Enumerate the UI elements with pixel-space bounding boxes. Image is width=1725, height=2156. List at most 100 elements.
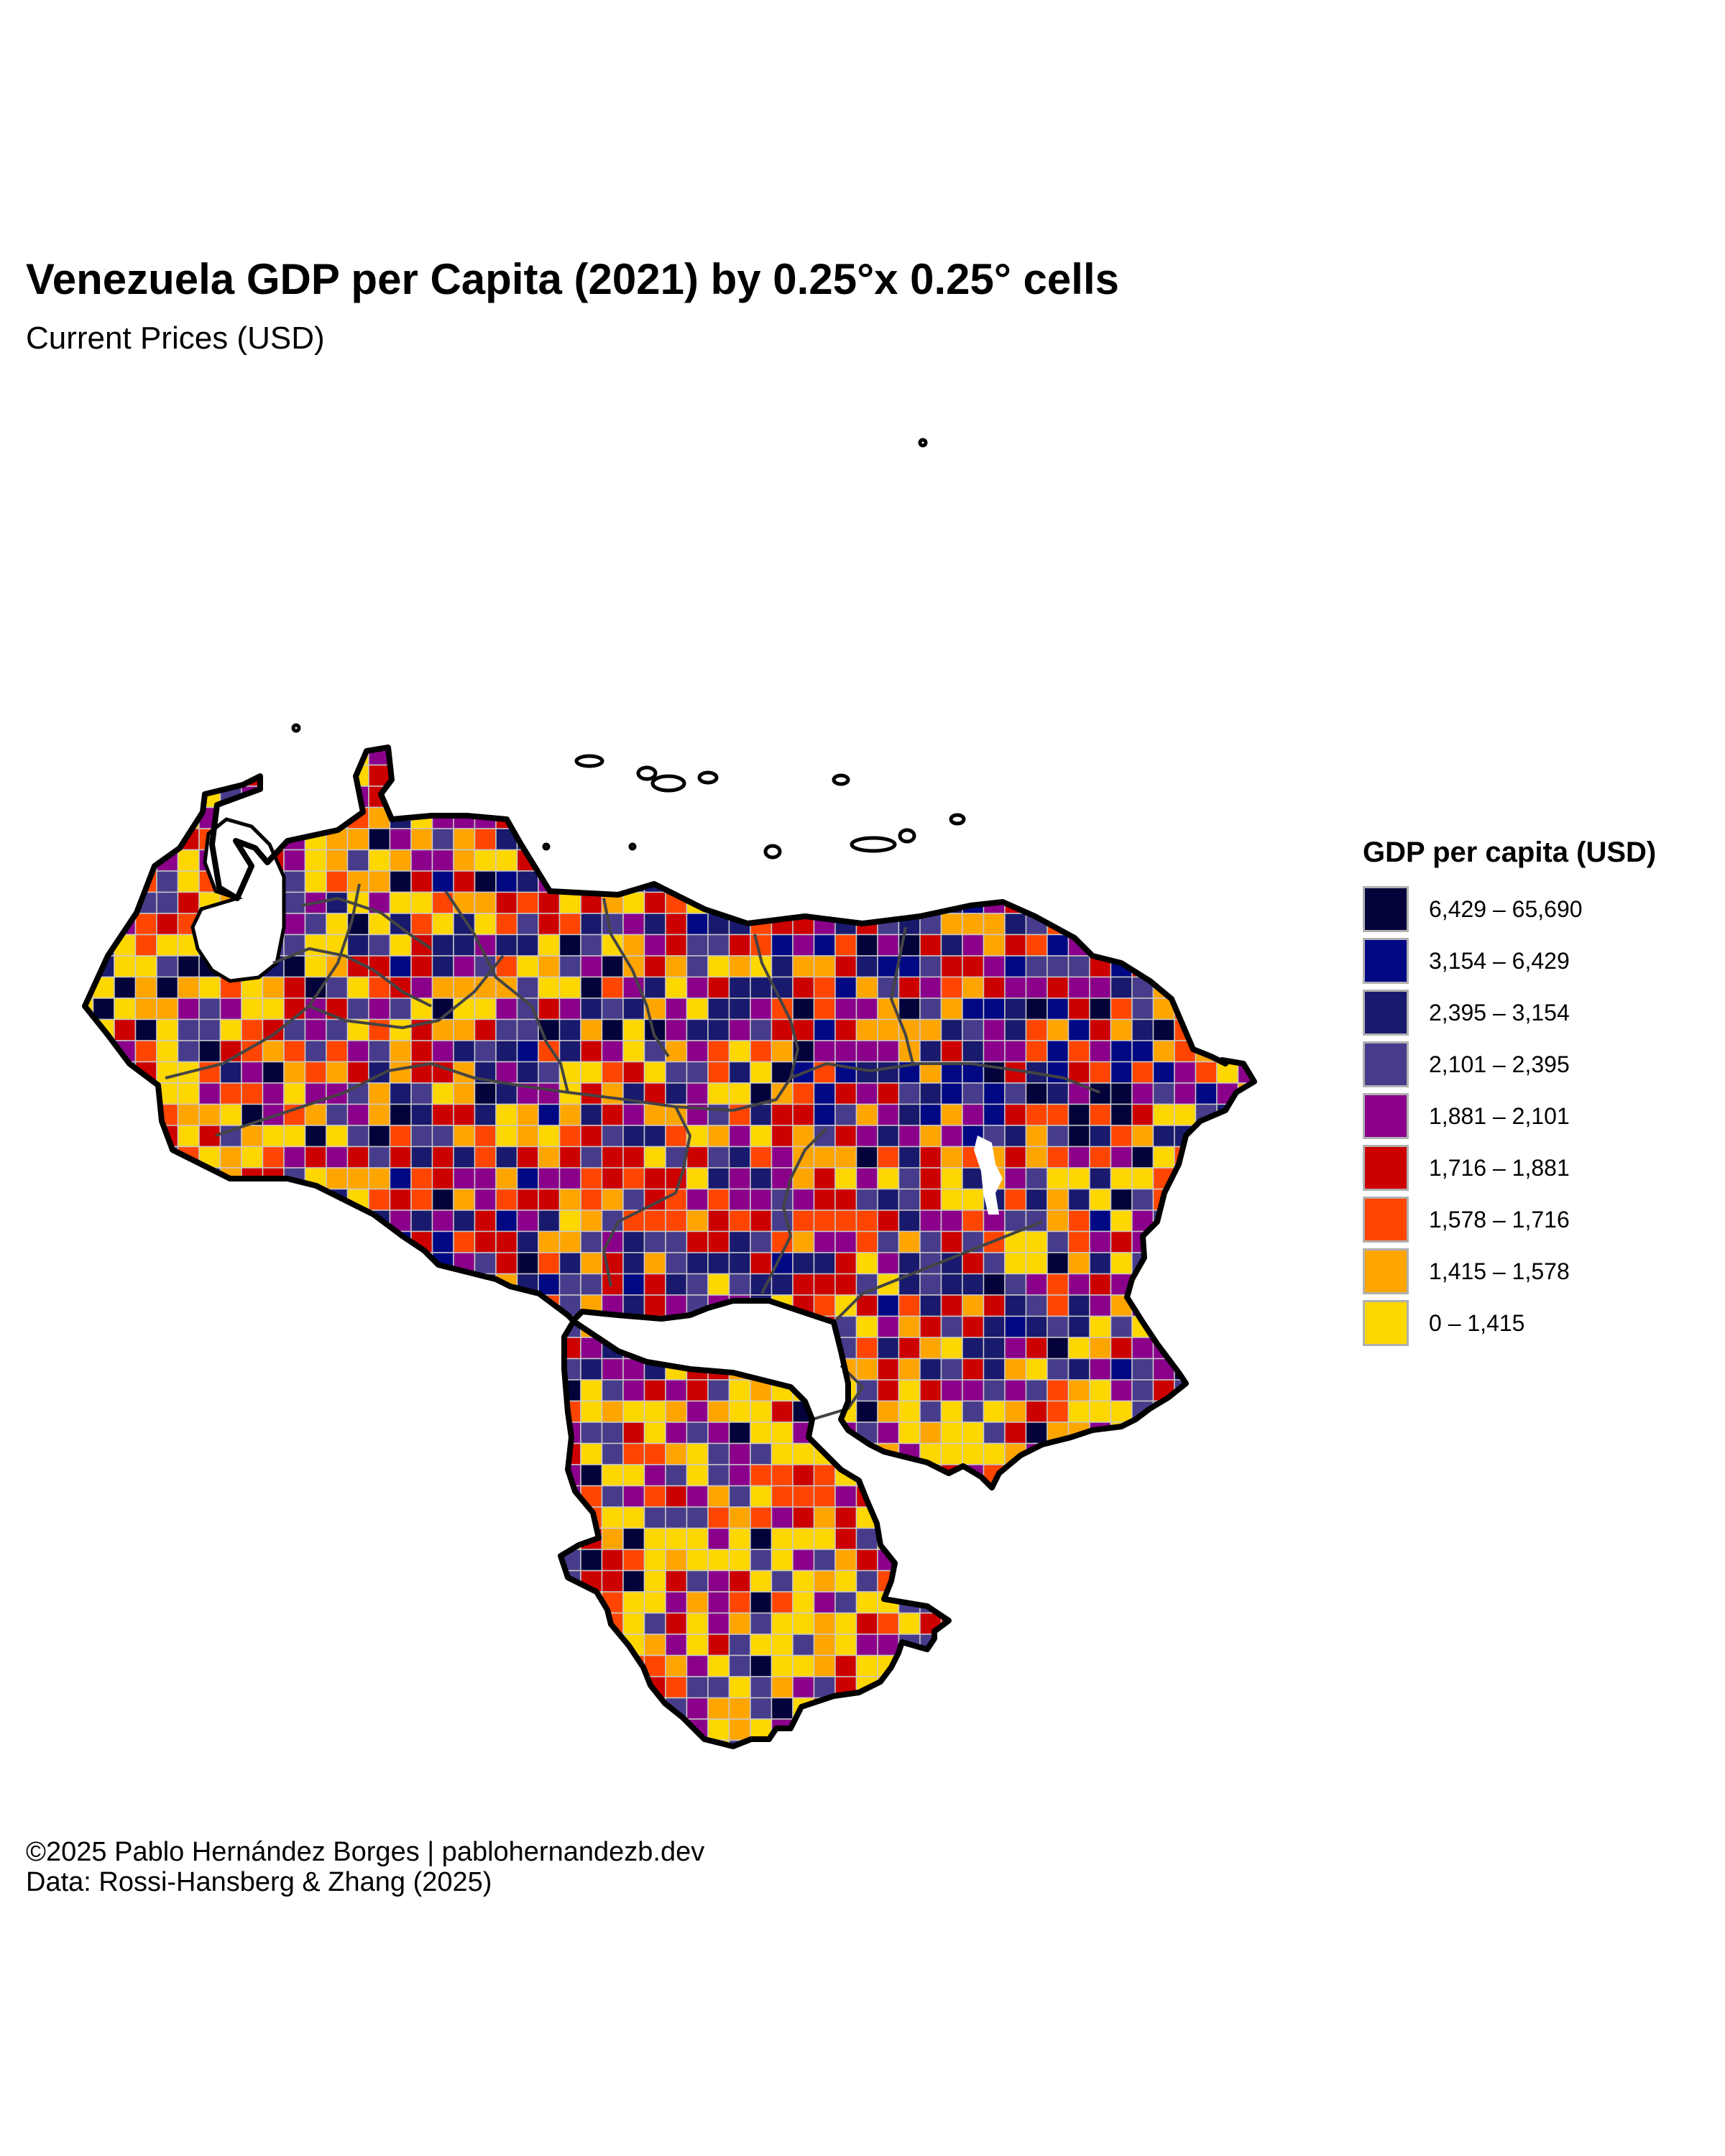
- grid-cell: [283, 1676, 306, 1699]
- grid-cell: [834, 1506, 857, 1529]
- grid-cell: [601, 1400, 624, 1423]
- grid-cell: [85, 1527, 94, 1550]
- grid-cell: [601, 1379, 624, 1402]
- grid-cell: [1237, 1252, 1254, 1275]
- grid-cell: [453, 1464, 476, 1487]
- grid-cell: [622, 1527, 645, 1550]
- grid-cell: [558, 1634, 581, 1657]
- grid-cell: [1216, 998, 1239, 1021]
- grid-cell: [304, 1315, 327, 1338]
- grid-cell: [474, 1230, 497, 1253]
- grid-cell: [898, 1485, 921, 1508]
- grid-cell: [622, 1061, 645, 1084]
- grid-cell: [198, 1188, 221, 1211]
- grid-cell: [262, 1337, 285, 1360]
- grid-cell: [474, 828, 497, 851]
- grid-cell: [1131, 1570, 1154, 1593]
- grid-cell: [431, 786, 454, 808]
- grid-cell: [792, 1591, 815, 1614]
- grid-cell: [834, 1634, 857, 1657]
- grid-cell: [304, 1549, 327, 1572]
- grid-cell: [177, 1358, 200, 1381]
- grid-cell: [1110, 849, 1133, 872]
- grid-cell: [134, 1654, 157, 1677]
- legend-item: 3,154 – 6,429: [1363, 935, 1656, 987]
- grid-cell: [919, 1570, 942, 1593]
- grid-cell: [1302, 765, 1323, 787]
- grid-cell: [1089, 1146, 1112, 1169]
- grid-cell: [85, 1570, 94, 1593]
- grid-cell: [177, 1570, 200, 1593]
- grid-cell: [156, 806, 179, 829]
- grid-cell: [770, 786, 794, 808]
- grid-cell: [453, 1549, 476, 1572]
- grid-cell: [1216, 976, 1239, 999]
- grid-cell: [919, 1379, 942, 1402]
- grid-cell: [665, 806, 688, 829]
- grid-cell: [728, 1549, 751, 1572]
- grid-cell: [1174, 806, 1197, 829]
- grid-cell: [538, 1146, 561, 1169]
- grid-cell: [453, 1634, 476, 1657]
- grid-cell: [962, 934, 985, 957]
- grid-cell: [962, 1634, 985, 1657]
- grid-cell: [770, 1400, 794, 1423]
- grid-cell: [474, 1040, 497, 1063]
- grid-cell: [156, 1612, 179, 1635]
- grid-cell: [1025, 1676, 1048, 1699]
- grid-cell: [770, 1506, 794, 1529]
- grid-cell: [389, 870, 412, 893]
- grid-cell: [877, 1400, 900, 1423]
- grid-cell: [1323, 1041, 1345, 1062]
- grid-cell: [1067, 1718, 1090, 1741]
- grid-cell: [770, 1612, 794, 1635]
- grid-cell: [580, 976, 603, 999]
- grid-cell: [665, 1379, 688, 1402]
- legend-label: 1,415 – 1,578: [1429, 1258, 1570, 1284]
- grid-cell: [474, 1167, 497, 1190]
- grid-cell: [156, 1294, 179, 1317]
- grid-cell: [389, 1273, 412, 1296]
- grid-cell: [877, 891, 900, 914]
- grid-cell: [134, 1506, 157, 1529]
- grid-cell: [898, 976, 921, 999]
- grid-cell: [219, 1464, 242, 1487]
- grid-cell: [453, 1527, 476, 1550]
- grid-cell: [134, 1549, 157, 1572]
- grid-cell: [855, 955, 878, 978]
- grid-cell: [431, 1442, 454, 1465]
- grid-cell: [368, 828, 391, 851]
- grid-cell: [983, 1358, 1006, 1381]
- grid-cell: [1046, 870, 1070, 893]
- legend-label: 1,578 – 1,716: [1429, 1206, 1570, 1233]
- grid-cell: [707, 1634, 730, 1657]
- grid-cell: [1216, 1315, 1239, 1338]
- grid-cell: [1195, 1549, 1218, 1572]
- grid-cell: [474, 1676, 497, 1699]
- grid-cell: [346, 1040, 369, 1063]
- grid-cell: [1216, 1146, 1239, 1169]
- grid-cell: [538, 1570, 561, 1593]
- grid-cell: [643, 1634, 666, 1657]
- grid-cell: [304, 1591, 327, 1614]
- grid-cell: [304, 1718, 327, 1741]
- grid-cell: [813, 1358, 836, 1381]
- grid-cell: [1046, 1167, 1070, 1190]
- grid-cell: [516, 1188, 539, 1211]
- grid-cell: [622, 1103, 645, 1126]
- grid-cell: [1046, 998, 1070, 1021]
- grid-cell: [580, 934, 603, 957]
- grid-cell: [241, 1188, 264, 1211]
- grid-cell: [1004, 1612, 1027, 1635]
- grid-cell: [1323, 1125, 1345, 1147]
- grid-cell: [1344, 1422, 1366, 1444]
- grid-cell: [262, 1210, 285, 1233]
- grid-cell: [813, 849, 836, 872]
- grid-cell: [241, 1230, 264, 1253]
- grid-cell: [389, 1612, 412, 1635]
- grid-cell: [1259, 1210, 1281, 1232]
- grid-cell: [474, 998, 497, 1021]
- grid-cell: [538, 1739, 561, 1746]
- grid-cell: [283, 1400, 306, 1423]
- grid-cell: [770, 1442, 794, 1465]
